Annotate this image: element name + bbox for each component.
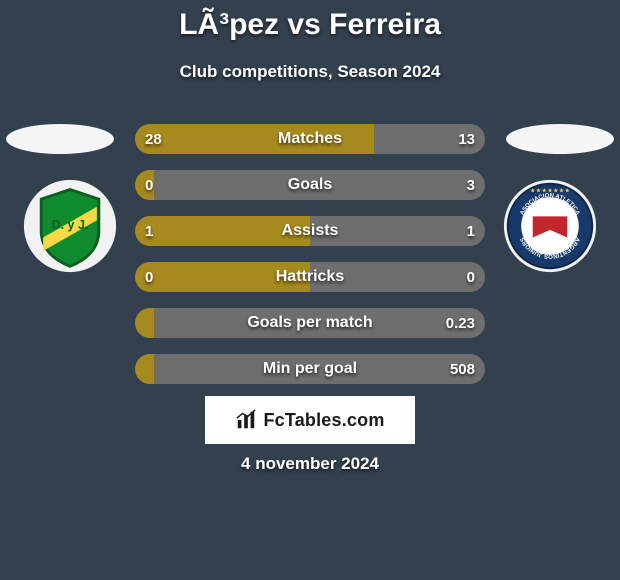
date-text: 4 november 2024 xyxy=(0,454,620,474)
crest-left-svg: D. y J. xyxy=(22,178,118,274)
bar-right-fill xyxy=(310,262,485,292)
bar-left-fill xyxy=(135,170,154,200)
stat-bar-row: Goals per match0.23 xyxy=(135,308,485,338)
bar-right-fill xyxy=(154,308,485,338)
bar-left-fill xyxy=(135,354,154,384)
avatar-left xyxy=(6,124,114,154)
bar-right-fill xyxy=(154,354,485,384)
stat-bars: Matches2813 Goals03 Assists11 Hattricks00 Go… xyxy=(135,124,485,400)
bar-right-fill xyxy=(310,216,485,246)
stat-bar-row: Goals03 xyxy=(135,170,485,200)
page-title: LÃ³pez vs Ferreira xyxy=(0,8,620,42)
crest-right-svg: ASOCIACION ATLETICA ARGENTINOS JUNIORS xyxy=(502,178,598,274)
watermark-text: FcTables.com xyxy=(263,410,384,431)
avatar-right xyxy=(506,124,614,154)
bar-left-fill xyxy=(135,124,374,154)
svg-text:D. y J.: D. y J. xyxy=(52,218,89,232)
bar-left-fill xyxy=(135,308,154,338)
bar-left-fill xyxy=(135,216,310,246)
stat-bar-row: Min per goal508 xyxy=(135,354,485,384)
stat-bar-row: Hattricks00 xyxy=(135,262,485,292)
comparison-card: LÃ³pez vs Ferreira Club competitions, Se… xyxy=(0,0,620,580)
crest-left: D. y J. xyxy=(22,178,118,274)
crest-right: ASOCIACION ATLETICA ARGENTINOS JUNIORS xyxy=(502,178,598,274)
bar-left-fill xyxy=(135,262,310,292)
stat-bar-row: Assists11 xyxy=(135,216,485,246)
bar-right-fill xyxy=(374,124,485,154)
stat-bar-row: Matches2813 xyxy=(135,124,485,154)
watermark: FcTables.com xyxy=(205,396,415,444)
subtitle: Club competitions, Season 2024 xyxy=(0,62,620,82)
chart-icon xyxy=(235,409,257,431)
bar-right-fill xyxy=(154,170,485,200)
